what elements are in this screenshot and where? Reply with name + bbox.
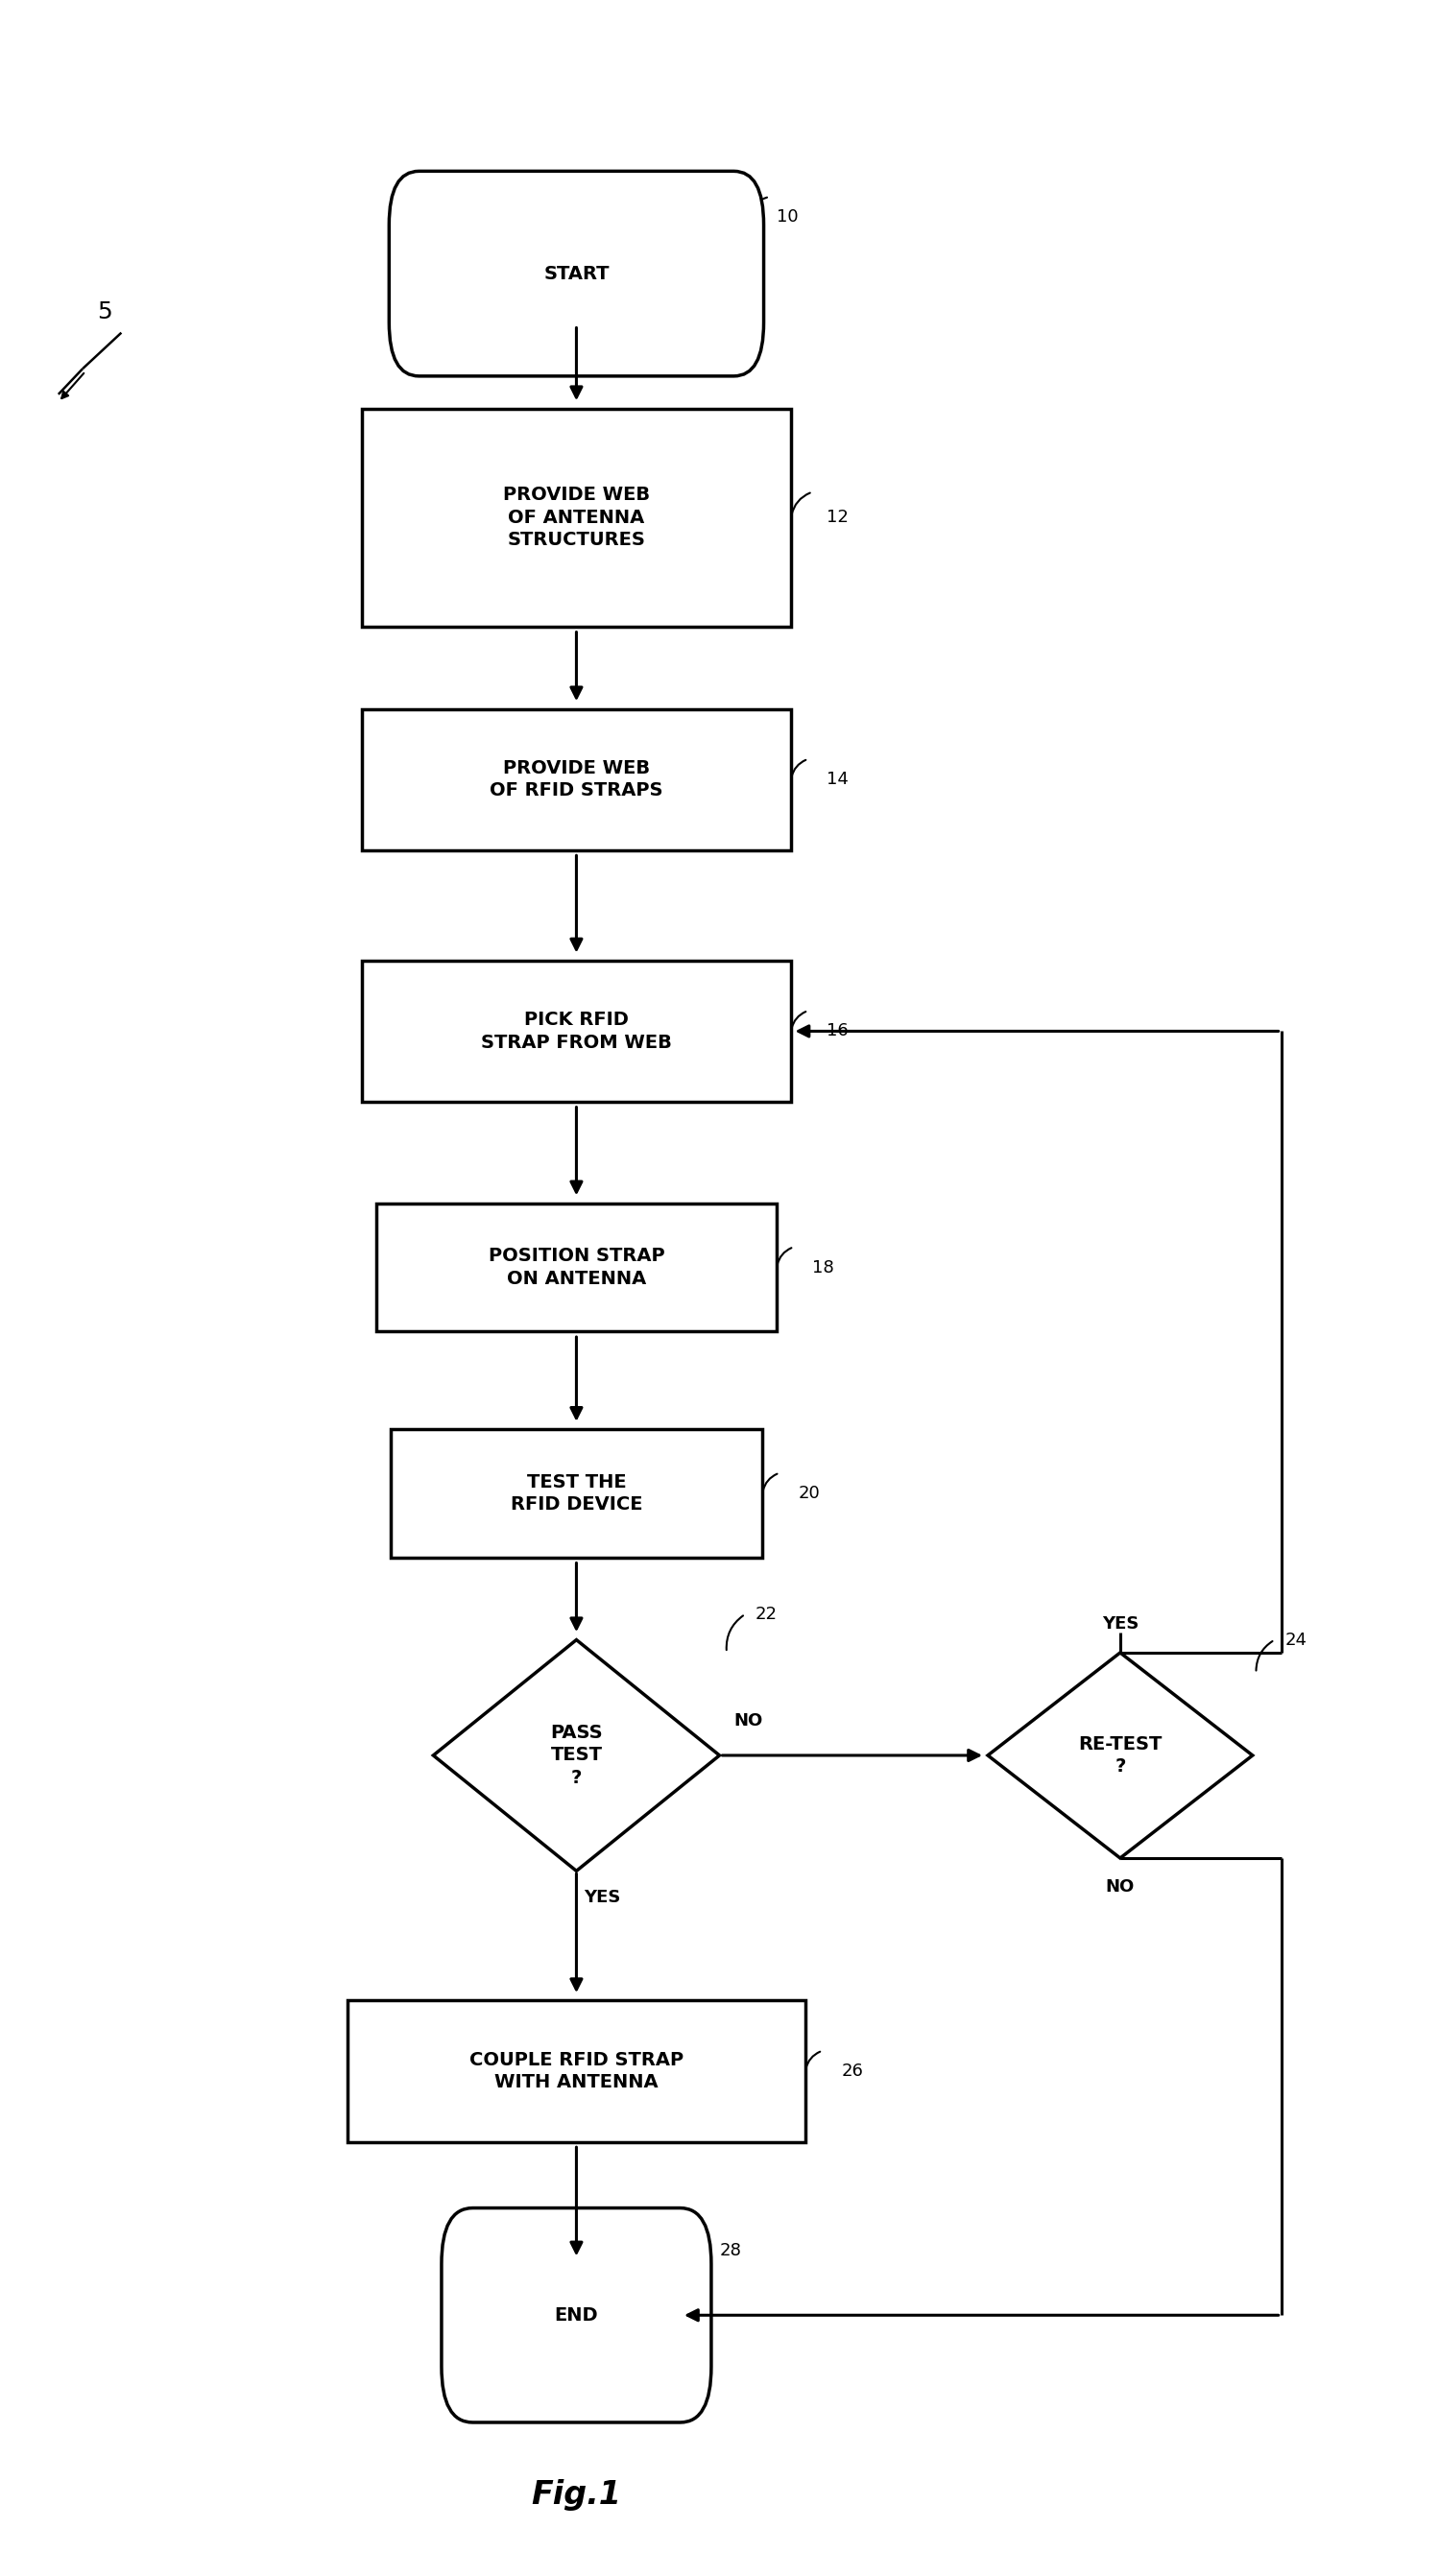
Text: Fig.1: Fig.1 <box>531 2478 622 2512</box>
Bar <box>376 1203 777 1332</box>
Text: YES: YES <box>584 1888 620 1906</box>
FancyBboxPatch shape <box>389 170 764 376</box>
Text: YES: YES <box>1102 1615 1138 1633</box>
FancyArrowPatch shape <box>734 198 767 232</box>
Text: START: START <box>544 265 609 283</box>
Bar <box>361 410 791 626</box>
FancyArrowPatch shape <box>791 1012 806 1028</box>
FancyArrowPatch shape <box>806 2050 820 2069</box>
Text: PICK RFID
STRAP FROM WEB: PICK RFID STRAP FROM WEB <box>481 1010 672 1051</box>
Text: END: END <box>554 2306 599 2324</box>
Bar <box>361 708 791 850</box>
Text: NO: NO <box>1105 1878 1135 1896</box>
Text: 24: 24 <box>1285 1631 1307 1649</box>
Text: COUPLE RFID STRAP
WITH ANTENNA: COUPLE RFID STRAP WITH ANTENNA <box>469 2050 684 2092</box>
Text: 20: 20 <box>799 1484 820 1502</box>
Bar <box>390 1430 763 1558</box>
Text: 10: 10 <box>777 209 799 227</box>
FancyBboxPatch shape <box>442 2208 711 2421</box>
FancyArrowPatch shape <box>791 492 810 515</box>
FancyArrowPatch shape <box>1256 1641 1272 1672</box>
Text: PASS
TEST
?: PASS TEST ? <box>550 1723 603 1788</box>
FancyArrowPatch shape <box>684 2251 699 2275</box>
FancyArrowPatch shape <box>727 1615 743 1651</box>
Text: POSITION STRAP
ON ANTENNA: POSITION STRAP ON ANTENNA <box>488 1247 665 1288</box>
Text: 28: 28 <box>720 2241 741 2259</box>
Text: PROVIDE WEB
OF RFID STRAPS: PROVIDE WEB OF RFID STRAPS <box>489 760 663 801</box>
Text: 16: 16 <box>827 1023 849 1041</box>
Text: 22: 22 <box>755 1605 777 1623</box>
Polygon shape <box>433 1641 720 1870</box>
Text: 26: 26 <box>842 2063 863 2079</box>
Polygon shape <box>987 1654 1252 1857</box>
Text: RE-TEST
?: RE-TEST ? <box>1078 1736 1163 1775</box>
Bar <box>361 961 791 1103</box>
Text: NO: NO <box>734 1713 763 1728</box>
Text: 12: 12 <box>827 510 849 526</box>
Text: 18: 18 <box>813 1260 835 1275</box>
FancyArrowPatch shape <box>791 760 806 778</box>
FancyArrowPatch shape <box>777 1247 791 1265</box>
Text: TEST THE
RFID DEVICE: TEST THE RFID DEVICE <box>511 1473 642 1515</box>
FancyArrowPatch shape <box>763 1473 777 1492</box>
Text: 14: 14 <box>827 770 849 788</box>
Text: 5: 5 <box>96 301 112 325</box>
Bar <box>347 2002 806 2141</box>
Text: PROVIDE WEB
OF ANTENNA
STRUCTURES: PROVIDE WEB OF ANTENNA STRUCTURES <box>502 487 650 549</box>
